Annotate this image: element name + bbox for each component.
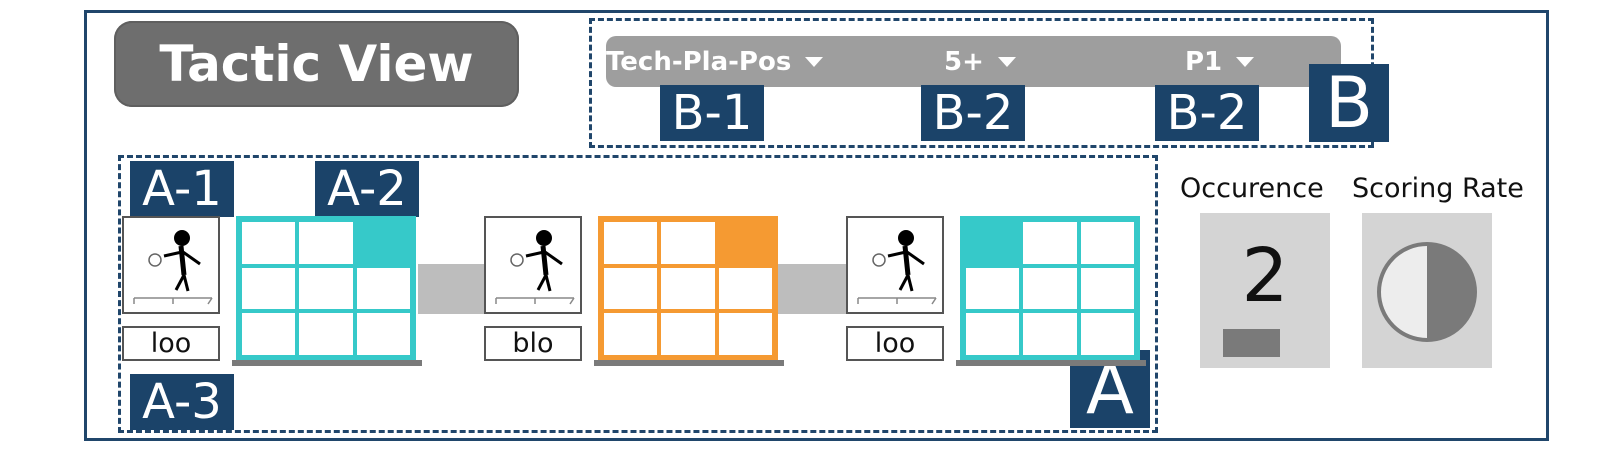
table-tennis-player-icon bbox=[133, 230, 213, 305]
chevron-down-icon bbox=[805, 56, 824, 67]
chevron-down-icon bbox=[1236, 56, 1255, 67]
placement-cell bbox=[1021, 311, 1079, 357]
placement-cell bbox=[354, 265, 412, 312]
placement-cell bbox=[964, 265, 1022, 312]
callout-b2-second: B-2 bbox=[1155, 85, 1259, 141]
placement-cell bbox=[659, 311, 717, 357]
view-title-box: Tactic View bbox=[114, 21, 519, 107]
table-baseline bbox=[956, 360, 1146, 366]
player-icon-card bbox=[122, 216, 220, 314]
callout-b1: B-1 bbox=[660, 85, 764, 141]
placement-grid bbox=[960, 216, 1140, 361]
scoring-rate-pie-icon bbox=[1377, 242, 1477, 342]
filter-bar: Tech-Pla-Pos 5+ P1 bbox=[606, 36, 1341, 87]
placement-grid bbox=[598, 216, 778, 361]
placement-cell bbox=[297, 265, 355, 312]
technique-label: loo bbox=[846, 326, 944, 361]
placement-cell bbox=[297, 311, 355, 357]
placement-cell bbox=[354, 311, 412, 357]
occurrence-label: Occurence bbox=[1180, 173, 1324, 204]
table-tennis-player-icon bbox=[857, 230, 937, 305]
tactic-view-frame bbox=[84, 10, 1549, 441]
table-baseline bbox=[594, 360, 784, 366]
placement-cell bbox=[1078, 220, 1136, 266]
callout-a1: A-1 bbox=[130, 161, 234, 217]
callout-b2-first: B-2 bbox=[921, 85, 1025, 141]
placement-cell bbox=[240, 265, 298, 312]
placement-cell bbox=[716, 311, 774, 357]
occurrence-card: 2 bbox=[1200, 213, 1330, 368]
callout-a3: A-3 bbox=[130, 374, 234, 430]
placement-cell-highlighted bbox=[716, 220, 774, 266]
table-baseline bbox=[232, 360, 422, 366]
placement-cell bbox=[1021, 220, 1079, 266]
callout-b: B bbox=[1309, 64, 1389, 142]
technique-label: blo bbox=[484, 326, 582, 361]
callout-a2: A-2 bbox=[315, 161, 419, 217]
filter-label: Tech-Pla-Pos bbox=[606, 46, 792, 77]
placement-cell-highlighted bbox=[964, 220, 1022, 266]
scoring-rate-slice bbox=[1427, 244, 1475, 340]
region-a-outline bbox=[118, 155, 1158, 433]
placement-cell bbox=[964, 311, 1022, 357]
stroke-connector bbox=[777, 264, 847, 314]
placement-cell bbox=[602, 311, 660, 357]
player-icon-card bbox=[484, 216, 582, 314]
placement-cell bbox=[659, 265, 717, 312]
technique-label: loo bbox=[122, 326, 220, 361]
scoring-rate-card bbox=[1362, 213, 1492, 368]
filter-label: P1 bbox=[1185, 46, 1223, 77]
placement-cell bbox=[1078, 311, 1136, 357]
player-icon-card bbox=[846, 216, 944, 314]
placement-cell bbox=[602, 265, 660, 312]
placement-grid bbox=[236, 216, 416, 361]
occurrence-bar bbox=[1223, 329, 1280, 357]
filter-dropdown-attribute[interactable]: Tech-Pla-Pos bbox=[606, 36, 824, 87]
placement-cell bbox=[297, 220, 355, 266]
scoring-rate-label: Scoring Rate bbox=[1352, 173, 1524, 204]
table-tennis-player-icon bbox=[495, 230, 575, 305]
view-title: Tactic View bbox=[159, 35, 474, 93]
placement-cell bbox=[1021, 265, 1079, 312]
filter-dropdown-player[interactable]: P1 bbox=[1185, 36, 1255, 87]
chevron-down-icon bbox=[997, 56, 1016, 67]
placement-cell bbox=[240, 220, 298, 266]
placement-cell bbox=[602, 220, 660, 266]
placement-cell bbox=[240, 311, 298, 357]
occurrence-value: 2 bbox=[1241, 233, 1289, 319]
stroke-connector bbox=[418, 264, 488, 314]
placement-cell bbox=[659, 220, 717, 266]
placement-cell bbox=[1078, 265, 1136, 312]
placement-cell bbox=[716, 265, 774, 312]
filter-label: 5+ bbox=[944, 46, 984, 77]
placement-cell-highlighted bbox=[354, 220, 412, 266]
filter-dropdown-length[interactable]: 5+ bbox=[944, 36, 1016, 87]
